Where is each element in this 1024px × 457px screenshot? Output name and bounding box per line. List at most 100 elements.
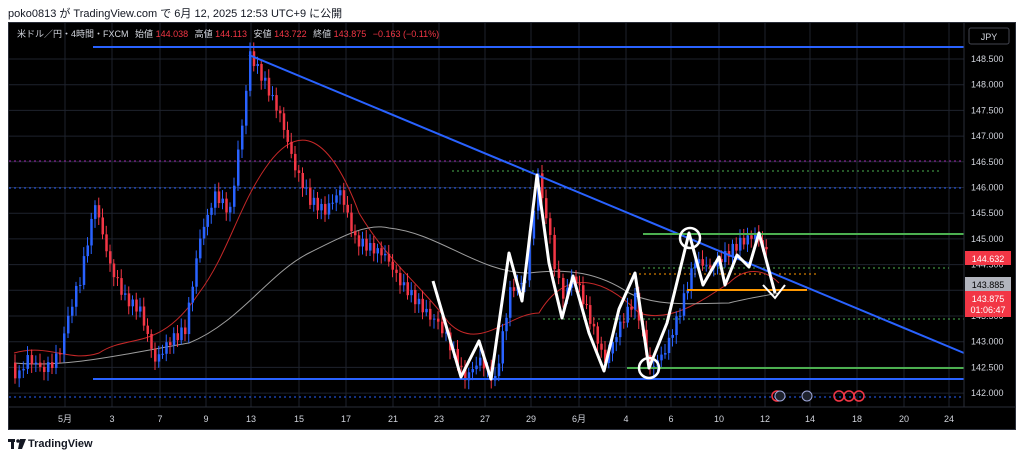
candle-body [260,63,263,81]
candle-body [445,332,448,334]
candle-body [735,243,738,251]
candle-body [607,353,611,363]
ma-gray [13,226,780,365]
price-tick-label: 146.000 [971,183,1004,193]
time-tick-label: 7 [157,414,162,424]
candle-body [202,226,206,239]
time-tick-label: 24 [944,414,954,424]
circle-top [678,226,702,250]
price-tick-label: 143.000 [971,337,1004,347]
candle-body [679,315,682,317]
candle-body [105,234,108,252]
candle-body [604,349,607,363]
candle-body [199,238,202,259]
price-tag-gray: 143.885 [965,277,1011,291]
candle-body [195,258,198,287]
candle-body [464,366,467,381]
candle-body [410,289,413,296]
candle-body [399,272,402,286]
candle-body [86,245,89,257]
candle-body [532,210,536,239]
svg-text:144.632: 144.632 [972,254,1005,264]
candle-body [425,308,428,313]
candle-body [214,191,217,208]
event-markers [771,390,865,402]
candle-body [324,203,327,215]
candle-body [501,331,504,364]
candle-body [361,238,364,247]
time-axis: 5月 3 7 9 13 15 17 21 23 27 29 6月 4 6 10 12 14 18 20 24 [58,414,954,424]
candle-body [589,305,592,324]
candle-body [433,318,436,320]
publish-bar: poko0813 が TradingView.com で 6月 12, 2025… [0,0,1024,22]
candle-body [709,265,712,268]
candle-body [634,292,637,310]
price-tick-label: 148.500 [971,54,1004,64]
candle-body [414,289,417,305]
candle-body [630,306,633,310]
candle-body [67,315,70,334]
candle-body [667,337,671,354]
candle-body [59,353,62,355]
publish-line: poko0813 が TradingView.com で 6月 12, 2025… [8,8,343,20]
candle-body [660,354,663,361]
candle-body [294,153,297,171]
price-tick-label: 142.500 [971,362,1004,372]
candle-body [391,261,394,270]
candle-body [267,77,271,96]
time-tick-label: 6月 [572,414,586,424]
candle-body [26,355,29,369]
candle-body [142,306,146,326]
candle-body [402,282,406,286]
candle-body [97,205,101,218]
candle-body [150,333,153,349]
price-chart[interactable]: 148.500 148.000 147.500 147.000 146.500 146.0… [9,23,1015,429]
candle-body [354,231,357,236]
candle-body [165,342,168,354]
candle-body [369,243,372,251]
candlesticks [14,42,768,390]
candle-body [342,190,346,205]
candle-body [697,259,701,264]
candle-body [357,235,361,247]
candle-body [90,218,93,246]
candle-body [131,299,134,307]
time-tick-label: 14 [805,414,815,424]
candle-body [34,362,38,365]
circle-bottom [637,356,661,380]
candle-body [63,333,66,355]
candle-body [437,318,440,322]
candle-body [47,362,50,373]
currency-button[interactable]: JPY [968,27,1010,45]
time-tick-label: 27 [480,414,490,424]
candle-body [520,283,523,285]
candle-body [206,214,209,227]
candle-body [664,353,667,355]
candle-body [652,366,656,368]
candle-body [467,372,471,381]
candle-body [720,258,723,263]
candle-body [600,343,603,350]
candle-body [541,173,544,199]
candle-body [582,285,585,305]
time-tick-label: 5月 [58,414,72,424]
time-tick-label: 21 [388,414,398,424]
candle-body [553,234,556,270]
svg-text:JPY: JPY [981,32,998,42]
candle-body [210,207,213,215]
price-tick-label: 148.000 [971,80,1004,90]
candle-body [172,333,176,346]
candle-body [545,198,548,219]
price-tick-label: 145.500 [971,208,1004,218]
candle-body [252,51,256,67]
svg-text:01:06:47: 01:06:47 [970,305,1005,315]
candle-body [441,321,444,334]
candle-body [18,370,21,379]
candle-body [742,237,746,245]
chart-panel[interactable]: 148.500 148.000 147.500 147.000 146.500 146.0… [8,22,1016,430]
candle-body [694,263,697,269]
candle-body [94,205,97,219]
footer-brand: TradingView [28,438,93,450]
white-pattern-path [431,173,777,381]
candle-body [256,63,259,67]
